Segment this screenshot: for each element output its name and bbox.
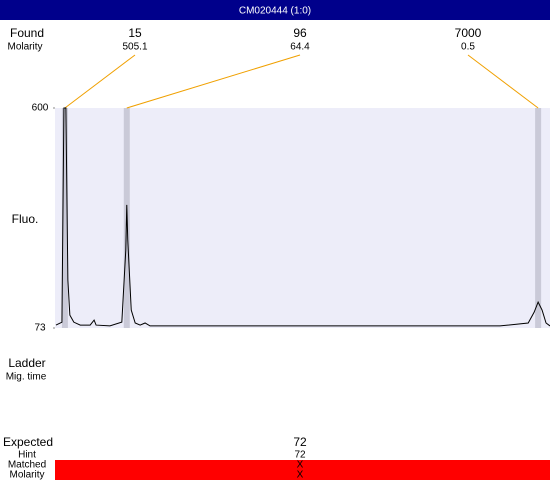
molarity-value: X: [297, 470, 304, 480]
peak-size: 96: [293, 26, 307, 40]
expected-label: Expected: [3, 435, 53, 449]
peak-size: 15: [128, 26, 142, 40]
found-label: Found: [10, 26, 44, 40]
peak-band: [61, 108, 68, 328]
peak-molarity: 505.1: [122, 42, 147, 53]
matched-bar: [55, 460, 550, 480]
y-tick-label: 600: [32, 103, 49, 114]
ladder-label: Ladder: [8, 356, 45, 370]
mig-time-label: Mig. time: [6, 372, 47, 383]
title: CM020444 (1:0): [239, 6, 311, 17]
peak-connector: [126, 54, 301, 109]
plot-area: [55, 108, 550, 328]
matched-label: Matched: [8, 460, 46, 471]
hint-value: 72: [294, 450, 306, 461]
hint-label: Hint: [18, 450, 36, 461]
matched-value: X: [297, 460, 304, 471]
molarity-row-label: Molarity: [9, 470, 44, 480]
peak-size: 7000: [455, 26, 482, 40]
molarity-label: Molarity: [7, 42, 42, 53]
peak-molarity: 0.5: [461, 42, 475, 53]
title-bar: [0, 0, 550, 20]
expected-value: 72: [293, 435, 307, 449]
peak-connector: [467, 54, 539, 109]
peak-band: [535, 108, 542, 328]
y-axis-label: Fluo.: [12, 212, 39, 226]
peak-molarity: 64.4: [290, 42, 310, 53]
peak-connector: [64, 54, 136, 109]
y-tick-label: 73: [34, 323, 46, 334]
trace: [55, 107, 550, 327]
